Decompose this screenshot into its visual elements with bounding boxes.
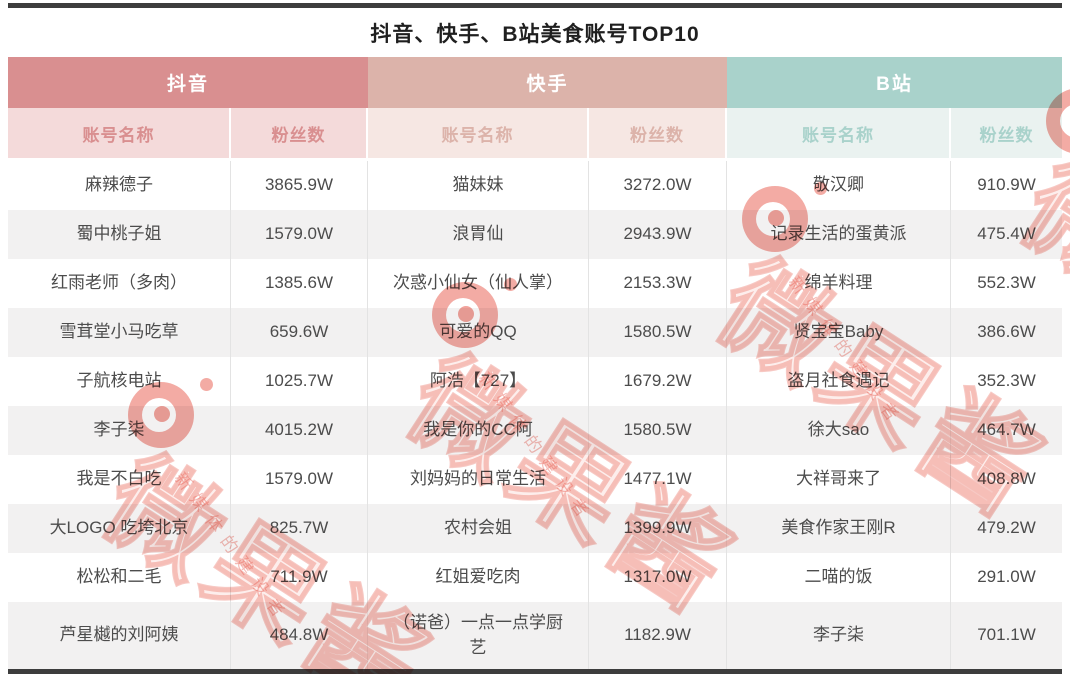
followers-cell: 1679.2W (589, 357, 727, 406)
followers-cell: 1580.5W (589, 406, 727, 455)
account-name-cell: 芦星樾的刘阿姨 (8, 602, 231, 669)
followers-cell: 386.6W (977, 322, 1036, 342)
account-name-cell: 二喵的饭 (727, 553, 951, 602)
followers-cell: 552.3W (977, 273, 1036, 293)
account-name-cell: 红雨老师（多肉） (8, 259, 231, 308)
followers-cell: 1579.0W (231, 210, 368, 259)
account-name-cell: 雪茸堂小马吃草 (8, 308, 231, 357)
account-name-cell: 阿浩【727】 (368, 357, 589, 406)
followers-cell: 484.8W (231, 602, 368, 669)
followers-cell: 1580.5W (589, 308, 727, 357)
followers-cell: 2153.3W (589, 259, 727, 308)
followers-cell: 464.7W (977, 420, 1036, 440)
table-row: 我是不白吃 1579.0W 刘妈妈的日常生活 1477.1W 大祥哥来了 408… (8, 455, 1062, 504)
followers-cell: 3272.0W (589, 161, 727, 210)
followers-cell: 408.8W (977, 469, 1036, 489)
account-name-cell: 我是不白吃 (8, 455, 231, 504)
followers-cell: 1579.0W (231, 455, 368, 504)
platform-header-kuaishou: 快手 (368, 57, 727, 108)
platform-header-row: 抖音 快手 B站 (8, 57, 1062, 108)
followers-cell: 659.6W (231, 308, 368, 357)
table-row: 子航核电站 1025.7W 阿浩【727】 1679.2W 盗月社食遇记 352… (8, 357, 1062, 406)
table-row: 芦星樾的刘阿姨 484.8W （诺爸）一点一点学厨艺 1182.9W 李子柒 7… (8, 602, 1062, 669)
top-border-bar (8, 3, 1062, 8)
account-name-cell: 次惑小仙女（仙人掌） (368, 259, 589, 308)
table-row: 大LOGO 吃垮北京 825.7W 农村会姐 1399.9W 美食作家王刚R 4… (8, 504, 1062, 553)
account-name-cell: 李子柒 (727, 602, 951, 669)
account-name-cell: 大LOGO 吃垮北京 (8, 504, 231, 553)
followers-cell: 1385.6W (231, 259, 368, 308)
account-name-cell: 猫妹妹 (368, 161, 589, 210)
account-name-cell: 子航核电站 (8, 357, 231, 406)
account-name-cell: 松松和二毛 (8, 553, 231, 602)
ranking-table-body: 麻辣德子 3865.9W 猫妹妹 3272.0W 敬汉卿 910.9W 蜀中桃子… (8, 161, 1062, 669)
followers-cell: 1317.0W (589, 553, 727, 602)
column-header-followers-bilibili: 粉丝数 (951, 108, 1062, 161)
followers-cell: 1399.9W (589, 504, 727, 553)
account-name-cell: 刘妈妈的日常生活 (368, 455, 589, 504)
account-name-cell: 大祥哥来了 (727, 455, 951, 504)
account-name-cell: 美食作家王刚R (727, 504, 951, 553)
followers-cell: 352.3W (977, 371, 1036, 391)
table-row: 松松和二毛 711.9W 红姐爱吃肉 1317.0W 二喵的饭 291.0W (8, 553, 1062, 602)
bottom-border-bar (8, 669, 1062, 674)
column-header-account-kuaishou: 账号名称 (368, 108, 589, 161)
followers-cell: 1182.9W (589, 602, 727, 669)
account-name-cell: 盗月社食遇记 (727, 357, 951, 406)
followers-cell: 825.7W (231, 504, 368, 553)
table-row: 李子柒 4015.2W 我是你的CC阿 1580.5W 徐大sao 464.7W (8, 406, 1062, 455)
followers-cell: 479.2W (977, 518, 1036, 538)
table-row: 红雨老师（多肉） 1385.6W 次惑小仙女（仙人掌） 2153.3W 绵羊料理… (8, 259, 1062, 308)
followers-cell: 4015.2W (231, 406, 368, 455)
table-row: 麻辣德子 3865.9W 猫妹妹 3272.0W 敬汉卿 910.9W (8, 161, 1062, 210)
account-name-cell: 徐大sao (727, 406, 951, 455)
account-name-cell: 绵羊料理 (727, 259, 951, 308)
followers-cell: 910.9W (977, 175, 1036, 195)
column-header-account-douyin: 账号名称 (8, 108, 231, 161)
table-wrapper: 抖音、快手、B站美食账号TOP10 抖音 快手 B站 账号名称 粉丝数 账号名称… (8, 3, 1062, 674)
followers-cell: 3865.9W (231, 161, 368, 210)
followers-cell: 711.9W (231, 553, 368, 602)
account-name-cell: 农村会姐 (368, 504, 589, 553)
followers-cell: 701.1W (977, 625, 1036, 645)
account-name-cell: 麻辣德子 (8, 161, 231, 210)
account-name-cell: 李子柒 (8, 406, 231, 455)
chart-title: 抖音、快手、B站美食账号TOP10 (370, 22, 700, 46)
account-name-cell: 我是你的CC阿 (368, 406, 589, 455)
account-name-cell: 贤宝宝Baby (727, 308, 951, 357)
column-header-row: 账号名称 粉丝数 账号名称 粉丝数 账号名称 粉丝数 (8, 108, 1062, 161)
followers-cell: 291.0W (977, 567, 1036, 587)
account-name-cell: （诺爸）一点一点学厨艺 (368, 602, 589, 669)
account-name-cell: 浪胃仙 (368, 210, 589, 259)
column-header-followers-douyin: 粉丝数 (231, 108, 368, 161)
account-name-cell: 记录生活的蛋黄派 (727, 210, 951, 259)
column-header-account-bilibili: 账号名称 (727, 108, 951, 161)
followers-cell: 2943.9W (589, 210, 727, 259)
account-name-cell: 红姐爱吃肉 (368, 553, 589, 602)
column-header-followers-kuaishou: 粉丝数 (589, 108, 727, 161)
table-row: 蜀中桃子姐 1579.0W 浪胃仙 2943.9W 记录生活的蛋黄派 475.4… (8, 210, 1062, 259)
platform-header-bilibili: B站 (727, 57, 1062, 108)
account-name-cell: 蜀中桃子姐 (8, 210, 231, 259)
account-name-cell: 敬汉卿 (727, 161, 951, 210)
followers-cell: 475.4W (977, 224, 1036, 244)
followers-cell: 1025.7W (231, 357, 368, 406)
table-row: 雪茸堂小马吃草 659.6W 可爱的QQ 1580.5W 贤宝宝Baby 386… (8, 308, 1062, 357)
platform-header-douyin: 抖音 (8, 57, 368, 108)
account-name-cell: 可爱的QQ (368, 308, 589, 357)
followers-cell: 1477.1W (589, 455, 727, 504)
